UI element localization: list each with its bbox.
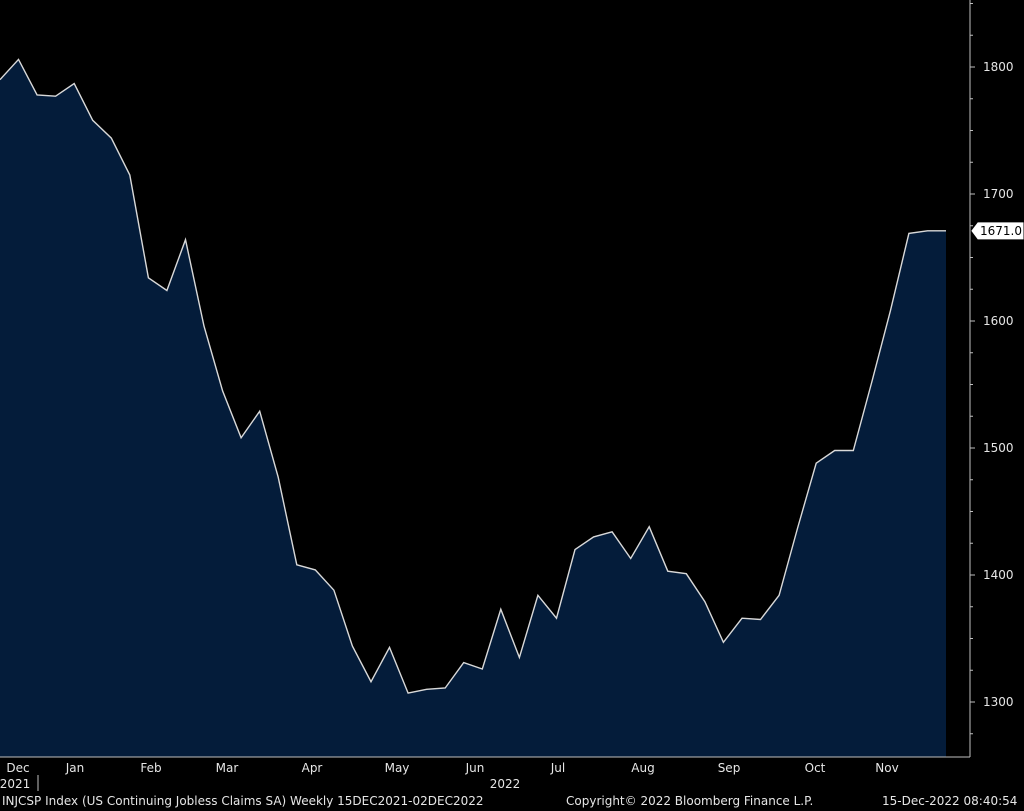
y-tick-label: 1500: [983, 441, 1014, 455]
footer: INJCSP Index (US Continuing Jobless Clai…: [0, 792, 1024, 811]
x-tick-label: Sep: [718, 761, 741, 775]
chart-svg: 1300 1400 1500 1600 1700 1800 Dec Jan Feb Mar Apr…: [0, 0, 1024, 791]
y-axis-ticks: 1300 1400 1500 1600 1700 1800: [970, 3, 1014, 735]
x-axis-ticks: Dec Jan Feb Mar Apr May Jun Jul Aug Sep Oct Nov 2021…: [0, 761, 899, 791]
series-area-fill: [0, 59, 946, 757]
x-tick-label: Feb: [140, 761, 161, 775]
x-year-label: 2022: [490, 777, 521, 791]
series-line: [0, 58, 946, 694]
last-value-marker: 1671.0: [971, 222, 1024, 240]
y-tick-label: 1300: [983, 695, 1014, 709]
x-tick-label: Aug: [631, 761, 654, 775]
last-value-label: 1671.0: [980, 224, 1022, 238]
y-tick-label: 1800: [983, 60, 1014, 74]
y-tick-label: 1700: [983, 187, 1014, 201]
footer-ticker: INJCSP Index (US Continuing Jobless Clai…: [2, 794, 484, 808]
x-tick-label: Mar: [216, 761, 239, 775]
y-tick-label: 1400: [983, 568, 1014, 582]
x-tick-label: Oct: [805, 761, 826, 775]
footer-copyright: Copyright© 2022 Bloomberg Finance L.P.: [566, 794, 814, 808]
last-value-box: [971, 222, 1024, 240]
x-tick-label: May: [385, 761, 410, 775]
x-tick-label: Dec: [6, 761, 29, 775]
y-tick-label: 1600: [983, 314, 1014, 328]
x-tick-label: Apr: [302, 761, 323, 775]
x-tick-label: Jan: [65, 761, 85, 775]
footer-timestamp: 15-Dec-2022 08:40:54: [882, 794, 1018, 808]
x-tick-label: Nov: [875, 761, 898, 775]
x-tick-label: Jul: [550, 761, 565, 775]
x-year-label: 2021: [0, 777, 30, 791]
x-tick-label: Jun: [465, 761, 485, 775]
